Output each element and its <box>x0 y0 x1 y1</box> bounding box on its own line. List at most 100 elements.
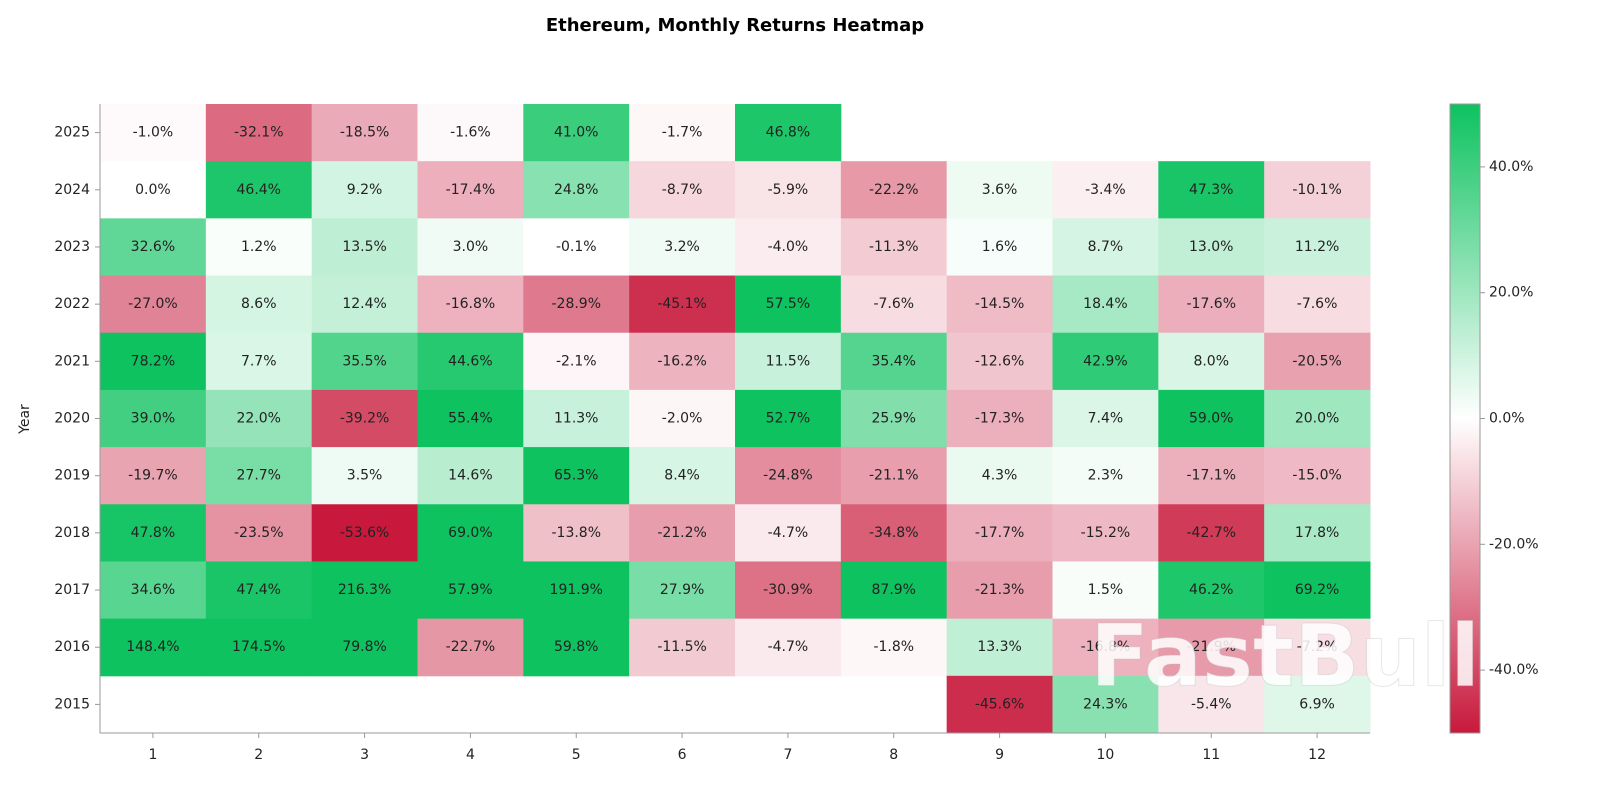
cell-label: 13.0% <box>1189 239 1233 255</box>
heatmap-cell <box>523 447 630 505</box>
cell-label: -1.0% <box>133 125 174 141</box>
colorbar <box>1449 103 1481 734</box>
cell-label: 11.3% <box>554 411 598 427</box>
cell-label: 18.4% <box>1083 296 1127 312</box>
heatmap-cell <box>1158 332 1265 391</box>
cell-label: 14.6% <box>448 468 492 484</box>
heatmap-cell <box>1052 504 1159 562</box>
cell-label: 57.9% <box>448 582 492 598</box>
heatmap-cell <box>417 275 524 334</box>
cell-label: 46.4% <box>237 182 281 198</box>
x-tick-label: 10 <box>1097 747 1115 763</box>
cell-label: -45.1% <box>657 296 707 312</box>
cell-label: 0.0% <box>135 182 171 198</box>
heatmap-cell <box>1052 618 1159 677</box>
heatmap-cell <box>1264 332 1371 391</box>
cell-label: 44.6% <box>448 353 492 369</box>
cell-label: 3.5% <box>347 468 383 484</box>
heatmap-cell <box>629 618 736 677</box>
heatmap-cell <box>100 618 207 677</box>
cell-label: -12.6% <box>975 353 1025 369</box>
cell-label: 9.2% <box>347 182 383 198</box>
cell-label: 17.8% <box>1295 525 1339 541</box>
heatmap-cell <box>1264 275 1371 334</box>
heatmap-cell <box>840 504 948 562</box>
heatmap-cell <box>735 104 842 162</box>
heatmap-cell <box>417 389 524 448</box>
heatmap-cell <box>946 504 1053 562</box>
heatmap-cell <box>1052 389 1159 448</box>
colorbar-tick-label: 0.0% <box>1489 411 1525 427</box>
heatmap-cell <box>311 389 418 448</box>
heatmap-cell <box>629 332 736 391</box>
heatmap-cell <box>205 561 313 620</box>
heatmap-cell <box>1158 389 1265 448</box>
cell-label: 3.6% <box>982 182 1018 198</box>
heatmap-cell <box>735 218 842 277</box>
heatmap-cell <box>629 104 736 162</box>
y-axis-label: Year <box>17 404 33 435</box>
cell-label: 4.3% <box>982 468 1018 484</box>
x-tick-label: 3 <box>360 747 369 763</box>
cell-label: -7.6% <box>873 296 914 312</box>
heatmap-cell <box>629 561 736 620</box>
heatmap-cell <box>629 504 736 562</box>
y-tick-label: 2019 <box>54 468 90 484</box>
heatmap-cell <box>735 161 842 219</box>
x-tick-label: 7 <box>783 747 792 763</box>
heatmap-cell <box>1264 161 1371 219</box>
heatmap-cell <box>417 104 524 162</box>
cell-label: -16.8% <box>446 296 496 312</box>
cell-label: 59.0% <box>1189 411 1233 427</box>
heatmap-cell <box>100 104 207 162</box>
heatmap-cell <box>840 447 948 505</box>
cell-label: 41.0% <box>554 125 598 141</box>
heatmap-cell <box>840 275 948 334</box>
heatmap-cell <box>100 275 207 334</box>
heatmap-cell <box>1158 275 1265 334</box>
heatmap-cell <box>1052 218 1159 277</box>
heatmap-cell <box>1158 561 1265 620</box>
cell-label: -42.7% <box>1186 525 1236 541</box>
x-tick-label: 8 <box>889 747 898 763</box>
heatmap-cell <box>1158 447 1265 505</box>
colorbar-tick-label: 20.0% <box>1489 285 1533 301</box>
heatmap-cell <box>946 218 1053 277</box>
heatmap-cell <box>1264 389 1371 448</box>
cell-label: -16.2% <box>657 353 707 369</box>
cell-label: -10.1% <box>1292 182 1342 198</box>
cell-label: -1.7% <box>662 125 703 141</box>
cell-label: -17.1% <box>1186 468 1236 484</box>
heatmap-cell <box>946 561 1053 620</box>
cell-label: 11.2% <box>1295 239 1339 255</box>
heatmap-cell <box>100 161 207 219</box>
heatmap-cell <box>1052 561 1159 620</box>
cell-label: -30.9% <box>763 582 813 598</box>
heatmap-cell <box>946 447 1053 505</box>
cell-label: 52.7% <box>766 411 810 427</box>
cell-label: -3.4% <box>1085 182 1126 198</box>
cell-label: -7.2% <box>1297 639 1338 655</box>
heatmap-cell <box>100 218 207 277</box>
cell-label: 35.4% <box>872 353 916 369</box>
heatmap-cell <box>1052 275 1159 334</box>
colorbar-tick-label: -20.0% <box>1489 536 1539 552</box>
heatmap-cell <box>840 161 948 219</box>
cell-label: 65.3% <box>554 468 598 484</box>
colorbar-tick-label: 40.0% <box>1489 159 1533 175</box>
heatmap-cell <box>417 447 524 505</box>
heatmap-cell <box>205 161 313 219</box>
x-tick-label: 4 <box>466 747 475 763</box>
heatmap-cell <box>1264 447 1371 505</box>
cell-label: -11.5% <box>657 639 707 655</box>
cell-label: 55.4% <box>448 411 492 427</box>
cell-label: 191.9% <box>550 582 603 598</box>
heatmap-cell <box>523 332 630 391</box>
cell-label: 8.6% <box>241 296 277 312</box>
heatmap-cell <box>100 447 207 505</box>
y-tick-label: 2018 <box>54 525 90 541</box>
cell-label: 46.2% <box>1189 582 1233 598</box>
cell-label: -34.8% <box>869 525 919 541</box>
cell-label: 32.6% <box>131 239 175 255</box>
cell-label: -17.7% <box>975 525 1025 541</box>
